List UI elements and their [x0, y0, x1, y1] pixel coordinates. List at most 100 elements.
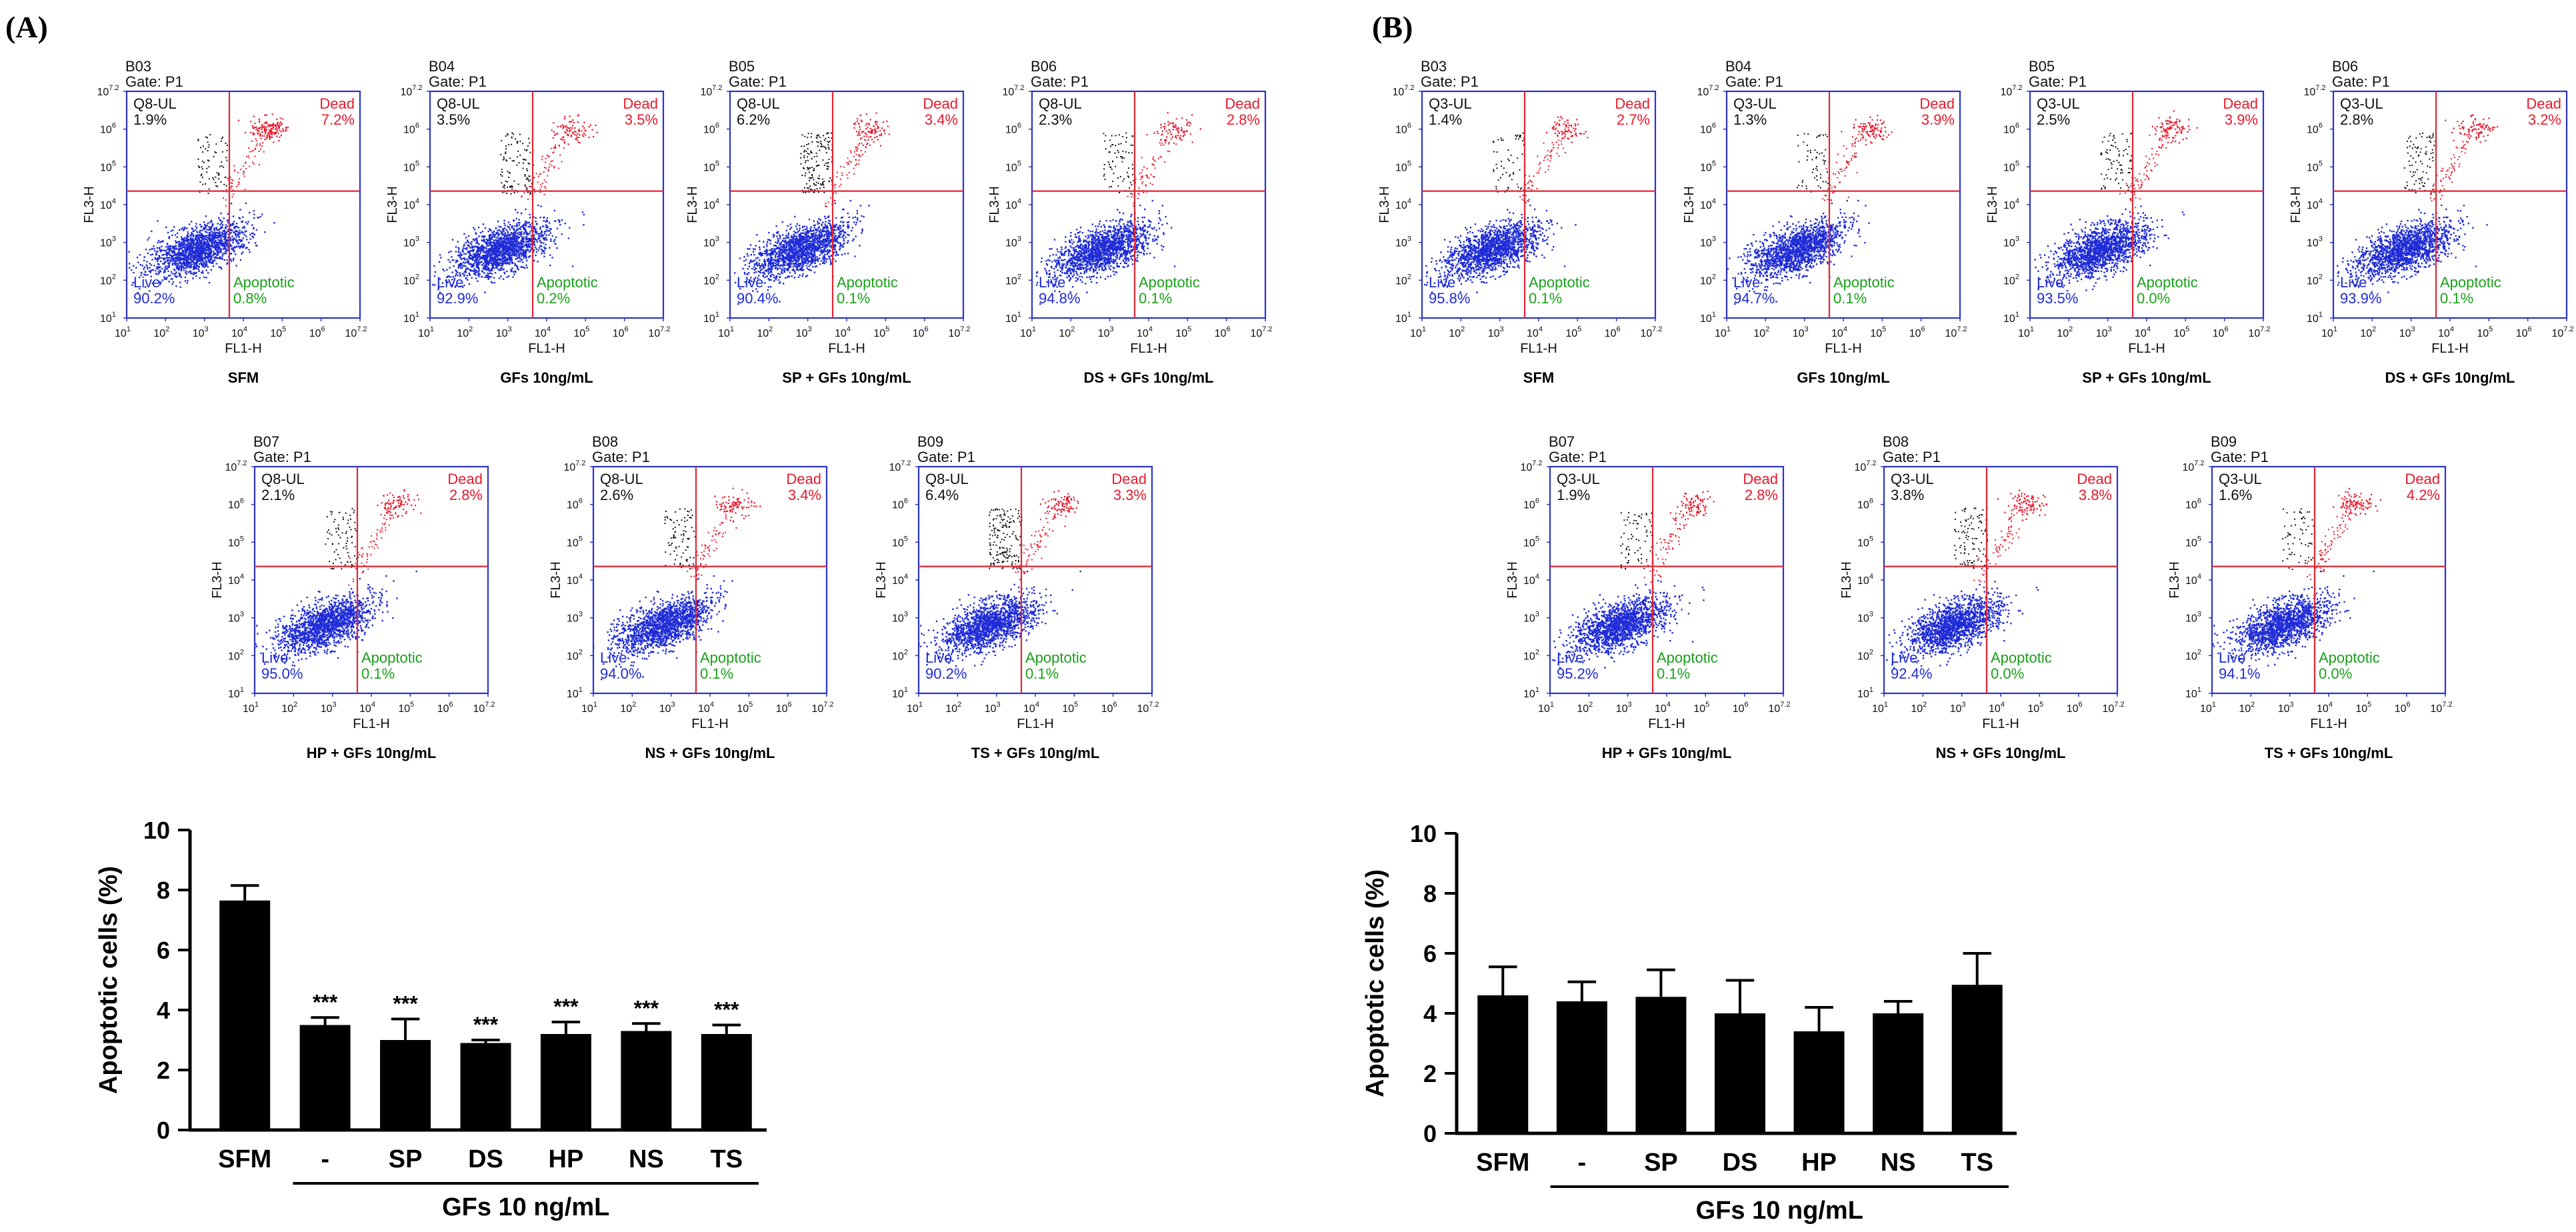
dead-pct: 3.3%	[1113, 487, 1147, 503]
y-tick-label: 101	[567, 686, 583, 700]
y-tick-exponent: 6	[1535, 497, 1539, 505]
scatter-points	[1552, 490, 1715, 679]
y-tick-label: 104	[1395, 197, 1411, 211]
x-tick-exponent: 5	[2489, 325, 2493, 333]
x-axis-label: FL1-H	[1825, 341, 1862, 356]
plot-gate: Gate: P1	[917, 449, 975, 465]
y-tick-exponent: 2	[1407, 273, 1411, 281]
y-tick-label: 8	[1423, 880, 1437, 907]
y-tick-label: 104	[1700, 197, 1716, 211]
x-tick-label: 104	[1655, 701, 1671, 715]
x-tick-exponent: 1	[1032, 325, 1036, 333]
y-tick-exponent: 6	[715, 122, 719, 130]
y-tick-label: 107.2	[2303, 84, 2325, 98]
x-axis-label: FL1-H	[1520, 341, 1557, 356]
y-tick-label: 102	[1005, 273, 1021, 287]
x-tick-exponent: 6	[2079, 701, 2083, 709]
y-tick-exponent: 2	[112, 273, 116, 281]
x-tick-label: 106	[1101, 701, 1117, 715]
y-axis-title: Apoptotic cells (%)	[1361, 869, 1389, 1097]
x-tick-label: 103	[2399, 325, 2415, 339]
dead-cell-dots	[1973, 489, 2047, 583]
apoptotic-name: Apoptotic	[1529, 274, 1590, 291]
x-tick-exponent: 3	[1110, 325, 1114, 333]
live-cell-dots	[734, 199, 870, 305]
y-tick-label: 104	[703, 197, 719, 211]
dead-cell-dots	[687, 487, 761, 581]
y-tick-label: 106	[1523, 497, 1539, 511]
y-tick-label: 103	[403, 235, 419, 249]
x-tick-exponent: 7.2	[1780, 701, 1790, 709]
y-tick-label: 107.2	[1002, 84, 1024, 98]
y-tick-label: 101	[892, 686, 908, 700]
dead-name: Dead	[923, 95, 958, 112]
y-tick-exponent: 7.2	[412, 84, 422, 92]
x-tick-exponent: 5	[2039, 701, 2043, 709]
y-tick-exponent: 2	[1535, 648, 1539, 656]
live-pct: 94.0%	[600, 665, 641, 682]
q-ul-dots	[500, 132, 534, 195]
x-axis-label: FL1-H	[828, 341, 865, 356]
y-tick-label: 105	[567, 535, 583, 549]
y-tick-label: 0	[157, 1117, 170, 1144]
y-tick-label: 2	[157, 1057, 170, 1084]
q-ul-pct: 3.5%	[437, 111, 470, 128]
x-tick-exponent: 3	[1962, 701, 1966, 709]
x-tick-label: 106	[913, 325, 929, 339]
x-tick-exponent: 4	[1843, 325, 1847, 333]
y-tick-exponent: 1	[415, 311, 419, 319]
dead-name: Dead	[1743, 471, 1778, 487]
y-tick-label: 4	[1423, 1000, 1437, 1027]
scatter-points	[127, 113, 289, 298]
y-tick-label: 101	[2185, 686, 2201, 700]
y-tick-label: 10	[1410, 820, 1437, 847]
y-tick-exponent: 3	[1869, 611, 1873, 619]
y-tick-exponent: 1	[1407, 311, 1411, 319]
bar-1	[1477, 995, 1529, 1133]
bar-3	[380, 1040, 431, 1130]
x-tick-exponent: 6	[2528, 325, 2532, 333]
x-tick-exponent: 6	[788, 701, 792, 709]
q-ul-dots	[2282, 508, 2316, 570]
q-ul-dots	[2100, 132, 2134, 191]
x-tick-label: 105	[1870, 325, 1886, 339]
x-tick-label: 106	[309, 325, 325, 339]
x-tick-label: 103	[2096, 325, 2112, 339]
x-tick-exponent: 3	[333, 701, 337, 709]
x-tick-label: 106	[437, 701, 453, 715]
scatter-points	[2212, 487, 2381, 667]
live-name: Live	[2340, 274, 2367, 291]
y-tick-label: 102	[100, 273, 116, 287]
x-tick-exponent: 7.2	[823, 701, 833, 709]
q-ul-pct: 1.9%	[133, 111, 167, 128]
x-tick-label: 103	[1488, 325, 1504, 339]
y-tick-exponent: 1	[1017, 311, 1021, 319]
y-tick-exponent: 3	[1407, 235, 1411, 243]
scatter-points	[2034, 110, 2198, 292]
y-axis-label: FL3-H	[2167, 561, 2182, 599]
plot-caption: SFM	[228, 369, 259, 386]
y-tick-label: 104	[1523, 573, 1539, 587]
x-tick-label: 101	[907, 701, 923, 715]
x-tick-exponent: 5	[282, 325, 286, 333]
y-tick-exponent: 2	[1712, 273, 1716, 281]
plot-gate: Gate: P1	[2211, 449, 2269, 465]
y-tick-label: 103	[228, 611, 244, 625]
plot-caption: GFs 10ng/mL	[500, 369, 593, 386]
y-tick-label: 105	[2003, 159, 2019, 173]
x-tick-exponent: 7.2	[1652, 325, 1662, 333]
x-tick-label: 107.2	[1768, 701, 1790, 715]
dead-pct: 2.8%	[1745, 487, 1778, 503]
apoptotic-pct: 0.0%	[1991, 665, 2024, 682]
category-label-1: SFM	[218, 1145, 271, 1173]
y-tick-exponent: 5	[2197, 535, 2201, 543]
live-cell-dots	[127, 202, 275, 298]
plot-gate: Gate: P1	[592, 449, 650, 465]
y-tick-label: 103	[703, 235, 719, 249]
live-cell-dots	[919, 570, 1081, 667]
